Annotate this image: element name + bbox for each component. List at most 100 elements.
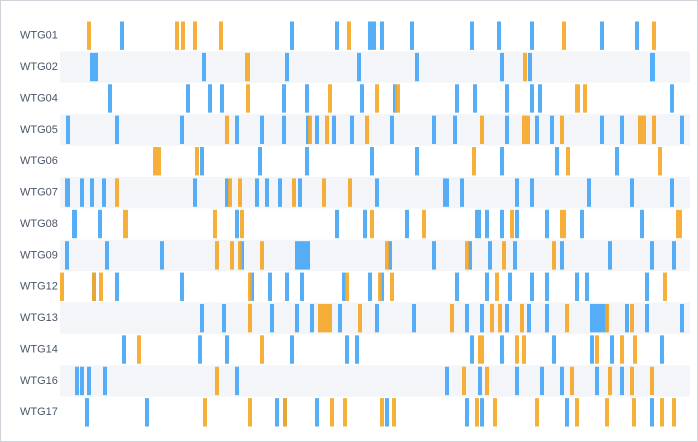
event-bar <box>385 398 389 427</box>
event-bar <box>215 366 219 396</box>
event-bar <box>180 115 184 145</box>
event-bar <box>455 84 459 113</box>
row-label: WTG06 <box>20 155 58 167</box>
event-bar <box>680 303 684 333</box>
event-bar <box>99 272 103 301</box>
event-bar <box>355 335 359 364</box>
event-bar <box>65 241 69 270</box>
event-bar <box>480 303 484 333</box>
event-bar <box>650 241 654 270</box>
event-bar <box>493 398 497 427</box>
row-label: WTG08 <box>20 218 58 230</box>
event-bar <box>630 366 634 396</box>
event-bar <box>238 241 242 270</box>
event-bar <box>495 272 499 301</box>
event-bar <box>370 209 374 239</box>
event-bar <box>478 335 484 364</box>
event-bar <box>193 178 197 207</box>
event-bar <box>500 335 504 364</box>
event-bar <box>260 241 264 270</box>
event-bar <box>672 241 676 270</box>
event-bar <box>630 178 634 207</box>
event-bar <box>332 115 336 145</box>
event-bar <box>670 84 674 113</box>
event-bar <box>560 209 566 239</box>
event-bar <box>545 303 549 333</box>
event-bar <box>248 398 252 427</box>
event-bar <box>283 398 287 427</box>
row-label: WTG02 <box>20 61 58 73</box>
event-bar <box>502 241 506 270</box>
event-bar <box>315 115 319 145</box>
event-bar <box>633 335 637 364</box>
event-bar <box>222 303 226 333</box>
event-bar <box>575 272 579 301</box>
event-bar <box>522 115 530 145</box>
event-bar <box>410 21 414 50</box>
event-bar <box>195 147 199 176</box>
event-bar <box>270 303 274 333</box>
event-bar <box>200 147 204 176</box>
event-bar <box>246 84 250 113</box>
event-bar <box>505 303 509 333</box>
event-bar <box>370 147 374 176</box>
event-bar <box>245 52 250 82</box>
event-bar <box>92 272 96 301</box>
event-bar <box>66 115 70 145</box>
event-bar <box>415 147 419 176</box>
event-bar <box>65 178 70 207</box>
event-bar <box>115 178 119 207</box>
event-bar <box>235 209 239 239</box>
event-bar <box>515 335 519 364</box>
event-bar <box>565 303 569 333</box>
event-bar <box>590 335 594 364</box>
event-bar <box>600 21 604 50</box>
event-bar <box>432 115 436 145</box>
event-bar <box>230 241 234 270</box>
event-bar <box>510 209 514 239</box>
event-bar <box>358 303 362 333</box>
event-bar <box>225 115 229 145</box>
event-bar <box>248 303 252 333</box>
event-bar <box>527 303 531 333</box>
event-bar <box>680 115 684 145</box>
event-bar <box>220 84 224 113</box>
event-bar <box>500 52 504 82</box>
event-bar <box>347 21 351 50</box>
event-bar <box>213 209 217 239</box>
event-bar <box>345 272 349 301</box>
event-bar <box>160 241 164 270</box>
event-bar <box>405 209 409 239</box>
event-bar <box>275 398 279 427</box>
event-bar <box>122 335 126 364</box>
event-bar <box>540 366 544 396</box>
event-bar <box>198 335 202 364</box>
event-bar <box>513 241 517 270</box>
event-bar <box>260 335 264 364</box>
event-bar <box>432 241 436 270</box>
event-bar <box>219 21 223 50</box>
event-bar <box>455 272 459 301</box>
event-bar <box>530 84 534 113</box>
event-bar <box>90 178 94 207</box>
event-bar <box>328 84 332 113</box>
event-bar <box>465 303 469 333</box>
row-label: WTG05 <box>20 124 58 136</box>
event-bar <box>72 209 77 239</box>
event-bar <box>375 178 379 207</box>
event-bar <box>348 178 352 207</box>
event-bar <box>380 21 384 50</box>
event-bar <box>115 115 119 145</box>
event-bar <box>380 398 384 427</box>
event-bar <box>415 52 419 82</box>
event-bar <box>605 398 609 427</box>
event-bar <box>345 335 349 364</box>
event-bar <box>570 366 574 396</box>
event-bar <box>585 272 589 301</box>
event-bar <box>363 209 367 239</box>
event-bar <box>308 115 312 145</box>
event-bar <box>470 21 474 50</box>
event-bar <box>652 21 656 50</box>
event-bar <box>645 303 649 333</box>
event-bar <box>528 52 532 82</box>
